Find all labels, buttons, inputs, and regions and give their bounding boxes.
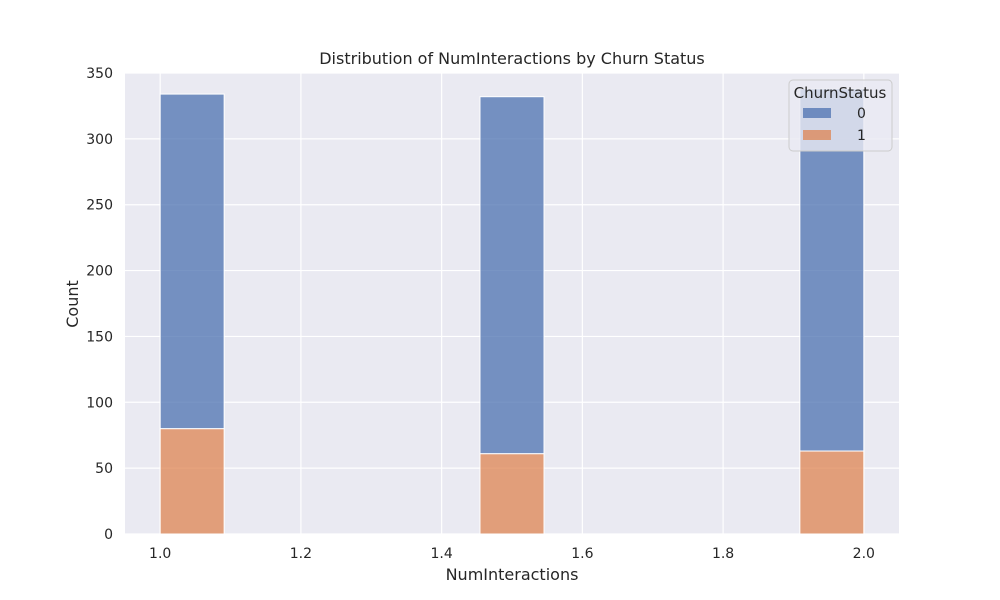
legend-label-1: 1 [857,128,866,144]
x-tick-label: 1.0 [149,546,171,562]
bar-series-1-bin-0 [159,428,225,535]
x-tick-label: 1.8 [712,546,734,562]
legend-label-0: 0 [857,106,866,122]
x-tick-label: 1.4 [431,546,453,562]
x-axis-label: NumInteractions [446,565,579,584]
chart-title: Distribution of NumInteractions by Churn… [319,49,705,68]
y-tick-label: 100 [86,395,113,411]
legend: ChurnStatus 0 1 [788,79,893,152]
y-tick-label: 50 [95,461,113,477]
y-tick-label: 350 [86,66,113,82]
x-tick-label: 1.2 [290,546,312,562]
y-tick-label: 200 [86,264,113,280]
legend-swatch-0 [803,108,831,118]
y-tick-label: 300 [86,132,113,148]
x-axis-ticks: 1.0 1.2 1.4 1.6 1.8 2.0 [149,546,875,562]
y-tick-label: 250 [86,198,113,214]
bar-series-1-bin-1 [479,453,545,535]
y-tick-label: 0 [104,527,113,543]
legend-title: ChurnStatus [794,84,887,102]
bar-series-1-bin-2 [799,450,865,535]
bar-series-0-bin-0 [159,93,225,430]
legend-swatch-1 [803,130,831,140]
bar-series-0-bin-1 [479,96,545,455]
y-axis-label: Count [63,280,82,328]
y-axis-ticks: 0 50 100 150 200 250 300 350 [86,66,113,543]
x-tick-label: 2.0 [853,546,875,562]
x-tick-label: 1.6 [571,546,593,562]
y-tick-label: 150 [86,329,113,345]
